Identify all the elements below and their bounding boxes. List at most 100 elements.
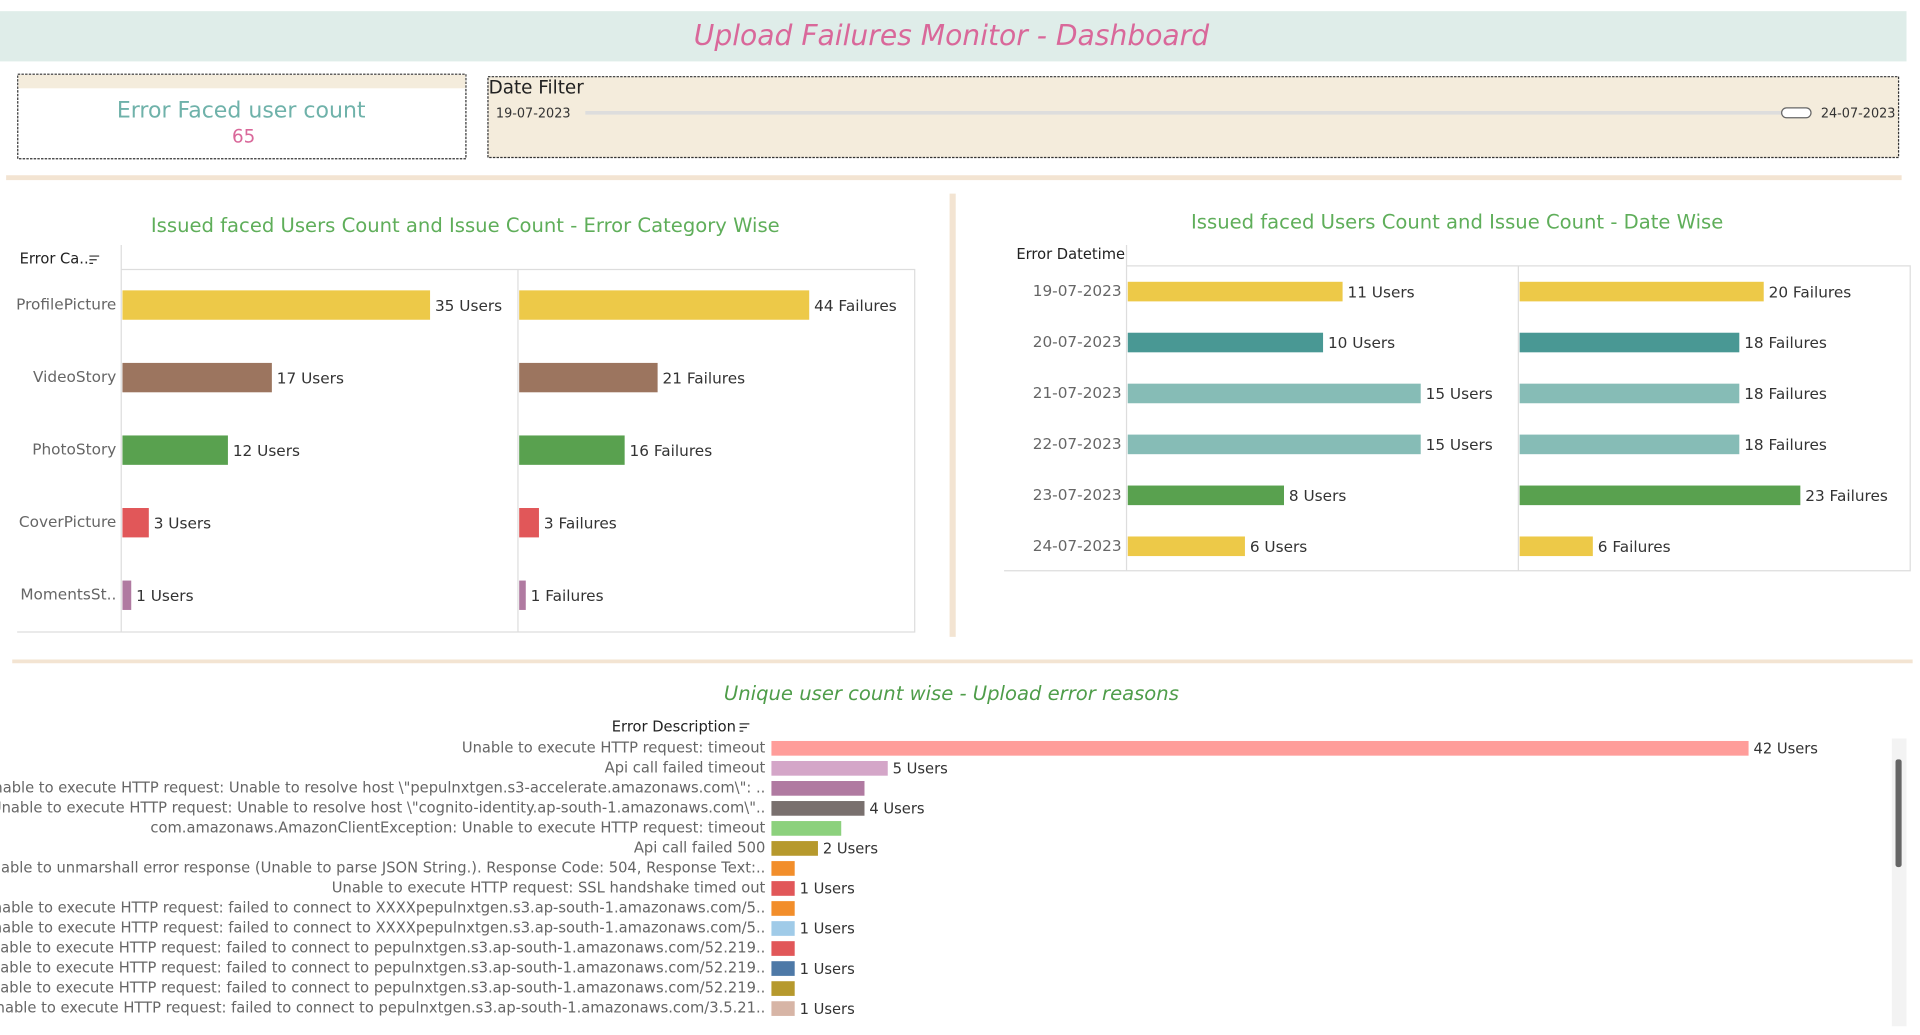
bar: [1519, 383, 1740, 404]
category-label: Unable to unmarshall error response (Una…: [0, 859, 765, 876]
value-label: 2 Users: [823, 841, 878, 858]
bar: [1127, 485, 1284, 506]
value-label: 1 Users: [800, 921, 855, 938]
category-label: PhotoStory: [32, 441, 116, 459]
value-label: 1 Users: [800, 1001, 855, 1018]
bar: [122, 580, 132, 610]
value-label: 5 Users: [893, 761, 948, 778]
category-label: Unable to execute HTTP request: Unable t…: [0, 779, 765, 796]
dashboard-title: Upload Failures Monitor - Dashboard: [694, 19, 1210, 52]
bar: [771, 740, 1749, 756]
bar: [771, 861, 795, 876]
bar: [771, 841, 818, 856]
category-label: Unable to execute HTTP request: failed t…: [0, 980, 765, 997]
bar: [1127, 536, 1245, 557]
bar: [1127, 281, 1343, 302]
chart-title: Issued faced Users Count and Issue Count…: [151, 214, 780, 237]
category-label: CoverPicture: [19, 513, 116, 531]
value-label: 12 Users: [233, 442, 300, 460]
category-label: 19-07-2023: [1033, 282, 1122, 300]
value-label: 8 Users: [1289, 487, 1346, 505]
date-filter-box: [487, 76, 1900, 159]
bar: [771, 881, 795, 896]
sort-icons: [89, 255, 750, 732]
category-label: Unable to execute HTTP request: failed t…: [0, 899, 765, 916]
value-label: 1 Failures: [531, 587, 604, 605]
category-label: Unable to execute HTTP request: failed t…: [0, 940, 765, 957]
value-label: 1 Users: [136, 587, 193, 605]
bar: [122, 290, 431, 320]
bar: [771, 760, 888, 776]
bar: [1519, 332, 1740, 353]
bar: [771, 781, 865, 796]
value-label: 21 Failures: [663, 369, 746, 387]
category-label: Api call failed 500: [634, 839, 765, 856]
column-header: Error Ca..: [20, 251, 89, 268]
category-label: com.amazonaws.AmazonClientException: Una…: [150, 819, 765, 836]
category-label: Unable to execute HTTP request: SSL hand…: [332, 879, 766, 896]
bar: [1519, 485, 1801, 506]
category-label: MomentsSt..: [20, 586, 116, 604]
kpi-label: Error Faced user count: [117, 99, 366, 124]
category-label: 23-07-2023: [1033, 486, 1122, 504]
bar: [1519, 536, 1593, 557]
value-label: 16 Failures: [630, 442, 713, 460]
panel-frames: [17, 245, 1911, 633]
bar: [771, 981, 795, 996]
slider-handle[interactable]: [1781, 107, 1812, 119]
bar: [771, 801, 865, 816]
category-label: 21-07-2023: [1033, 384, 1122, 402]
bar: [1127, 332, 1324, 353]
date-end: 24-07-2023: [1821, 107, 1896, 122]
value-label: 3 Users: [154, 514, 211, 532]
bar: [771, 941, 795, 956]
header-band: [0, 11, 1907, 62]
kpi-strip: [18, 74, 466, 89]
value-label: 42 Users: [1753, 741, 1818, 758]
category-label: Unable to execute HTTP request: Unable t…: [0, 799, 765, 816]
value-label: 20 Failures: [1769, 283, 1852, 301]
value-label: 11 Users: [1347, 283, 1414, 301]
value-label: 6 Failures: [1598, 538, 1671, 556]
category-label: ProfilePicture: [16, 296, 116, 314]
kpi-value: 65: [232, 126, 255, 147]
bar: [122, 362, 272, 393]
category-label: VideoStory: [33, 368, 116, 386]
value-label: 15 Users: [1426, 436, 1493, 454]
value-label: 10 Users: [1328, 334, 1395, 352]
value-label: 1 Users: [800, 881, 855, 898]
bar: [122, 435, 228, 465]
value-label: 18 Failures: [1744, 334, 1827, 352]
bar: [519, 362, 658, 393]
bar: [1519, 281, 1764, 302]
bar: [771, 1001, 795, 1016]
column-header: Error Datetime: [1016, 246, 1125, 263]
value-label: 44 Failures: [814, 297, 897, 315]
bar: [519, 435, 625, 465]
date-start: 19-07-2023: [496, 107, 571, 122]
category-label: Unable to execute HTTP request: timeout: [462, 739, 766, 756]
category-label: Api call failed timeout: [605, 759, 766, 776]
chart-title: Unique user count wise - Upload error re…: [724, 682, 1179, 705]
value-label: 35 Users: [435, 297, 502, 315]
bar: [771, 821, 842, 836]
value-label: 18 Failures: [1744, 385, 1827, 403]
value-label: 18 Failures: [1744, 436, 1827, 454]
scroll-thumb[interactable]: [1895, 759, 1902, 868]
bar: [771, 921, 795, 936]
category-label: Unable to execute HTTP request: failed t…: [0, 960, 765, 977]
value-label: 4 Users: [869, 801, 924, 818]
bar: [519, 290, 810, 320]
column-header: Error Description: [612, 718, 736, 735]
category-label: 20-07-2023: [1033, 333, 1122, 351]
error-reasons-rows: Unable to execute HTTP request: timeout 4…: [0, 739, 1818, 1017]
date-filter-label: Date Filter: [489, 77, 585, 98]
bar: [771, 901, 795, 916]
bar: [1127, 434, 1421, 455]
bar: [1127, 383, 1421, 404]
value-label: 3 Failures: [544, 514, 617, 532]
category-label: Unable to execute HTTP request: failed t…: [0, 920, 765, 937]
value-label: 23 Failures: [1805, 487, 1888, 505]
